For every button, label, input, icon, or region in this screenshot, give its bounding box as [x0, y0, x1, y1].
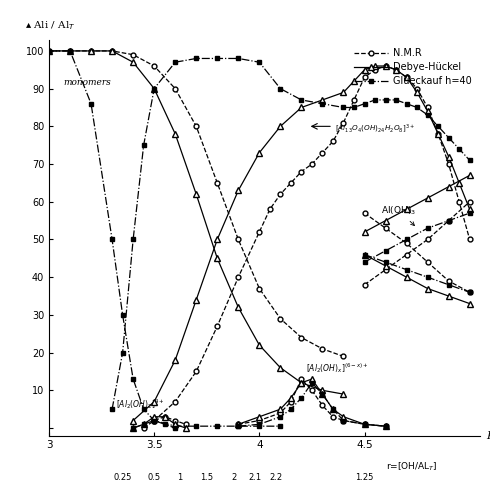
Text: 2: 2 [231, 473, 237, 482]
Text: r=[OH/AL$_T$]: r=[OH/AL$_T$] [386, 460, 437, 473]
Text: PH: PH [487, 431, 490, 441]
Text: $[Al_2(OH)_2]^{4+}$: $[Al_2(OH)_2]^{4+}$ [116, 397, 165, 411]
Legend: N.M.R, Debye-Hückel, Glueckauf h=40: N.M.R, Debye-Hückel, Glueckauf h=40 [350, 45, 475, 90]
Text: 2.2: 2.2 [270, 473, 283, 482]
Text: $\blacktriangle$ Ali / Al$_T$: $\blacktriangle$ Ali / Al$_T$ [25, 19, 76, 32]
Text: $[Al_2(OH)_x]^{(6-x)+}$: $[Al_2(OH)_x]^{(6-x)+}$ [306, 361, 368, 375]
Text: 0.5: 0.5 [147, 473, 161, 482]
Text: $\left[Al_{13}O_4(OH)_{24}H_2O_8\right]^{3+}$: $\left[Al_{13}O_4(OH)_{24}H_2O_8\right]^… [335, 122, 415, 135]
Text: 1: 1 [177, 473, 182, 482]
Text: Al(OH)$_3$: Al(OH)$_3$ [381, 204, 416, 226]
Text: 0.25: 0.25 [113, 473, 132, 482]
Text: 2.1: 2.1 [248, 473, 262, 482]
Text: monomers: monomers [64, 78, 111, 87]
Text: 1.25: 1.25 [355, 473, 374, 482]
Text: 1.5: 1.5 [200, 473, 213, 482]
